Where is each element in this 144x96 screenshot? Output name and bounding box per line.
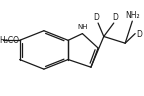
Text: NH₂: NH₂ (126, 11, 140, 20)
Text: NH: NH (77, 24, 88, 30)
Text: H₃CO: H₃CO (0, 36, 20, 45)
Text: D: D (112, 13, 118, 22)
Text: D: D (94, 13, 100, 22)
Text: D: D (137, 30, 142, 39)
